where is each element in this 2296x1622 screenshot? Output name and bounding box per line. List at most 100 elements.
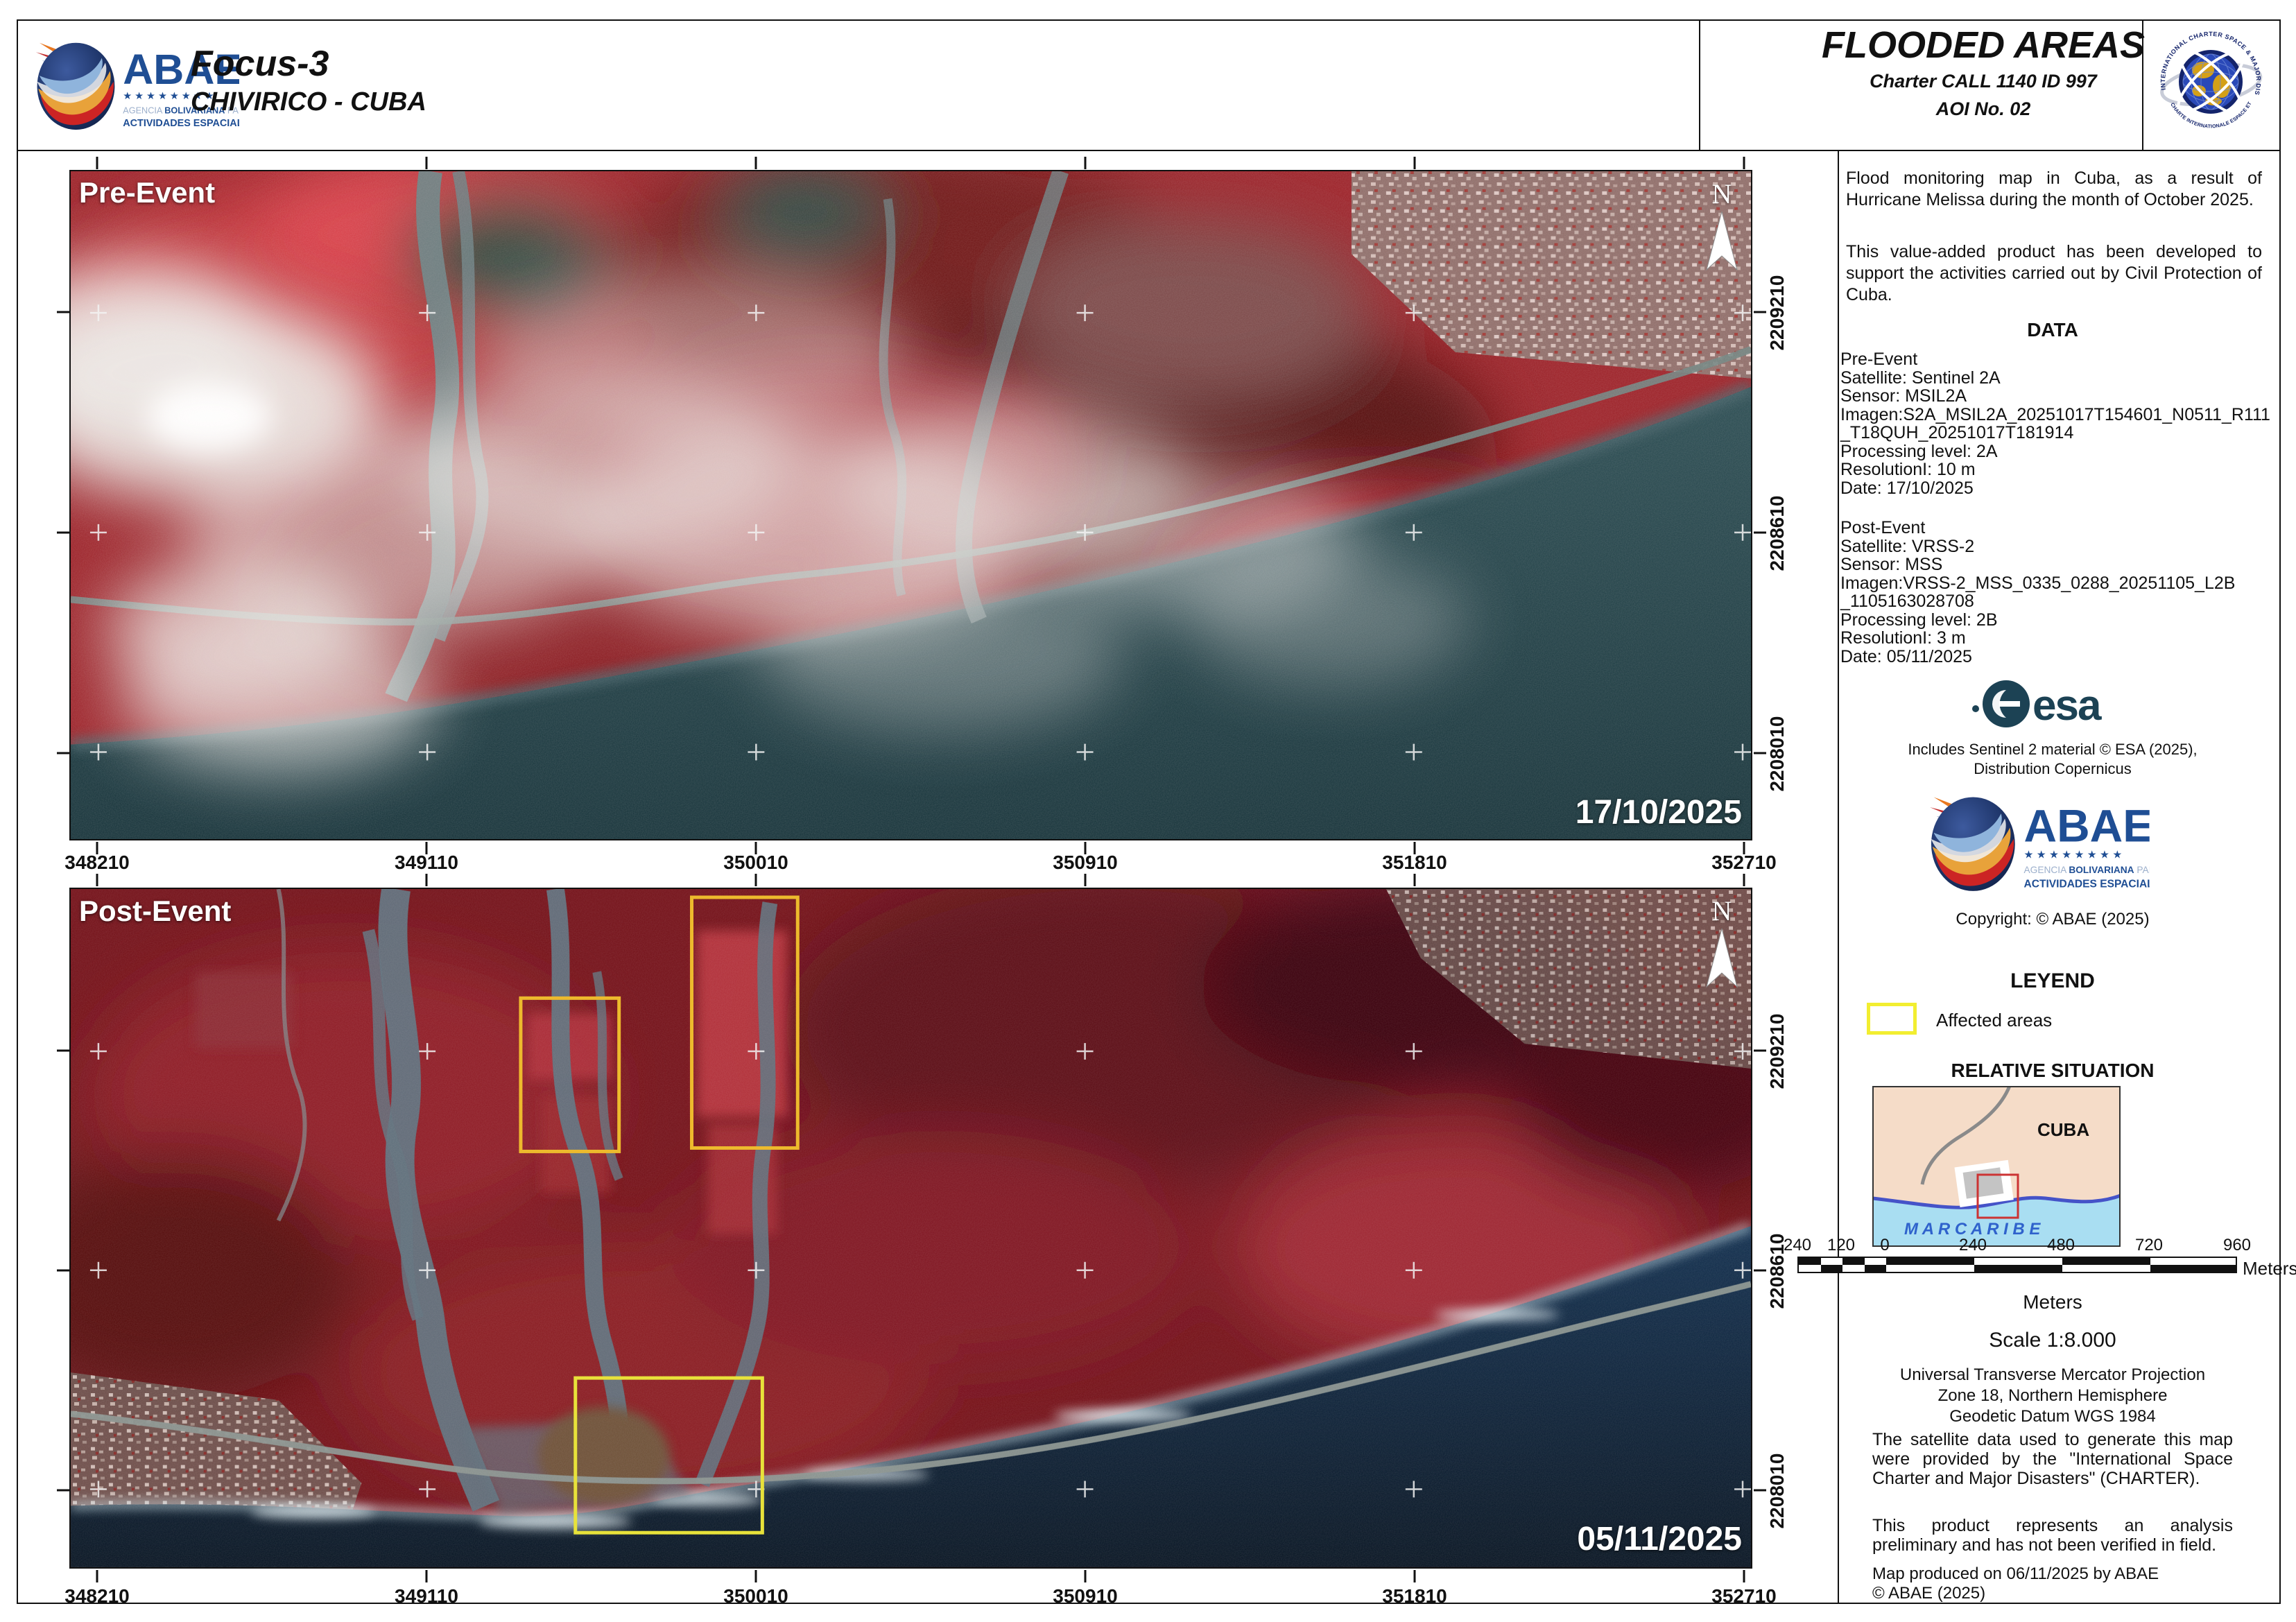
y-label: 2208610 (1766, 495, 1788, 571)
y-label: 2208010 (1766, 716, 1788, 792)
x-label: 351810 (1382, 852, 1447, 873)
relative-situation-inset-map: CUBA M A R C A R I B E (1872, 1086, 2121, 1247)
abae-copyright: Copyright: © ABAE (2025) (1956, 910, 2150, 929)
x-label: 349110 (395, 852, 458, 873)
intro-paragraph-2: This value-added product has been develo… (1846, 242, 2262, 304)
y-label: 2209210 (1766, 275, 1788, 351)
product-title: Focus-3 (191, 44, 329, 84)
aoi-number: AOI No. 02 (1935, 98, 2031, 119)
x-label: 350010 (723, 852, 788, 873)
scalebar (1797, 1257, 2237, 1273)
post-event-satellite-image (71, 889, 1751, 1567)
x-label: 348210 (64, 852, 130, 873)
north-arrow-post: N (1698, 895, 1746, 992)
data-line: ResolutionI: 10 m (1840, 460, 1976, 479)
charter-logo: INTERNATIONAL CHARTER SPACE & MAJOR DISA… (2159, 31, 2263, 130)
inset-country-label: CUBA (2037, 1119, 2089, 1140)
produced-line2: © ABAE (2025) (1872, 1584, 1986, 1603)
scalebar-label: 240 (1958, 1236, 1987, 1254)
post-event-data-block: Post-Event Satellite: VRSS-2 Sensor: MSS… (1840, 519, 2235, 666)
sidebar-divider (1838, 150, 1839, 1603)
pre-event-satellite-image (71, 171, 1751, 839)
x-label: 350910 (1053, 852, 1118, 873)
esa-wordmark: esa (2032, 682, 2102, 730)
data-line: Sensor: MSIL2A (1840, 386, 1967, 406)
relative-situation-title: RELATIVE SITUATION (1951, 1060, 2155, 1081)
page-border (17, 19, 2281, 1604)
north-arrow-icon (1706, 927, 1738, 988)
pre-event-date: 17/10/2025 (1575, 794, 1742, 831)
projection-line1: Universal Transverse Mercator Projection (1899, 1365, 2206, 1384)
post-event-date: 05/11/2025 (1577, 1521, 1742, 1558)
inset-aoi-footprint (1954, 1159, 2014, 1207)
scalebar-unit: Meters (2243, 1258, 2296, 1279)
post-event-label: Post-Event (79, 895, 232, 927)
north-letter: N (1711, 178, 1732, 209)
scalebar-label: 240 (1783, 1236, 1812, 1254)
x-label: 349110 (395, 1585, 458, 1607)
data-line: Imagen:S2A_MSIL2A_20251017T154601_N0511_… (1840, 404, 2270, 424)
y-label: 2208610 (1766, 1233, 1788, 1309)
header-separator (17, 150, 2279, 151)
data-line: Post-Event (1840, 518, 1926, 537)
x-label: 350910 (1053, 1585, 1118, 1607)
data-line: _T18QUH_20251017T181914 (1840, 423, 2074, 442)
x-label: 352710 (1711, 852, 1777, 873)
pre-event-map-frame (69, 170, 1752, 840)
scalebar-label: 720 (2134, 1236, 2164, 1254)
page-title: FLOODED AREAS (1821, 24, 2145, 66)
scalebar-label: 120 (1827, 1236, 1856, 1254)
x-label: 351810 (1382, 1585, 1447, 1607)
scale-text: Scale 1:8.000 (1989, 1329, 2116, 1352)
data-line: Date: 05/11/2025 (1840, 646, 1972, 666)
data-line: Processing level: 2B (1840, 610, 1998, 630)
x-label: 348210 (64, 1585, 130, 1607)
charter-note: The satellite data used to generate this… (1872, 1430, 2233, 1488)
header-divider-left (1699, 19, 1700, 151)
product-location: CHIVIRICO - CUBA (191, 87, 426, 117)
north-arrow-pre: N (1698, 178, 1746, 275)
abae-logo-sidebar (1921, 778, 2150, 905)
inset-land (1872, 1086, 2121, 1208)
esa-credit-line1: Includes Sentinel 2 material © ESA (2025… (1908, 741, 2198, 758)
charter-call: Charter CALL 1140 ID 997 (1870, 71, 2097, 92)
produced-line1: Map produced on 06/11/2025 by ABAE (1872, 1564, 2159, 1583)
inset-extent-box (1976, 1173, 2019, 1219)
data-line: Satellite: Sentinel 2A (1840, 368, 2001, 388)
header-divider-right (2142, 19, 2143, 151)
esa-logo: esa (1972, 680, 2103, 730)
esa-credit-line2: Distribution Copernicus (1974, 760, 2132, 777)
data-section-title: DATA (2027, 319, 2078, 340)
projection-line2: Zone 18, Northern Hemisphere (1937, 1386, 2168, 1405)
disclaimer: This product represents an analysis prel… (1872, 1516, 2233, 1555)
data-line: Date: 17/10/2025 (1840, 478, 1974, 498)
scalebar-label: 480 (2046, 1236, 2075, 1254)
projection-line3: Geodetic Datum WGS 1984 (1949, 1407, 2156, 1426)
post-event-map-frame (69, 888, 1752, 1569)
data-line: ResolutionI: 3 m (1840, 628, 1966, 648)
scalebar-label: 0 (1880, 1236, 1890, 1254)
legend-swatch-affected-areas (1867, 1003, 1917, 1035)
x-label: 350010 (723, 1585, 788, 1607)
data-line: Satellite: VRSS-2 (1840, 536, 1975, 556)
scalebar-label: 960 (2222, 1236, 2252, 1254)
pre-event-label: Pre-Event (79, 176, 216, 209)
inset-coastline (1872, 1193, 2121, 1209)
scalebar-unit-below: Meters (2023, 1291, 2082, 1313)
data-line: Sensor: MSS (1840, 555, 1943, 574)
y-label: 2209210 (1766, 1013, 1788, 1089)
inset-road (1920, 1086, 2012, 1185)
inset-sea-label: M A R C A R I B E (1904, 1220, 2041, 1239)
x-label: 352710 (1711, 1585, 1777, 1607)
y-label: 2208010 (1766, 1453, 1788, 1529)
data-line: _1105163028708 (1840, 592, 1974, 611)
north-arrow-icon (1706, 210, 1738, 271)
data-line: Pre-Event (1840, 350, 1918, 369)
north-letter: N (1711, 895, 1732, 926)
data-line: Processing level: 2A (1840, 441, 1998, 461)
intro-paragraph-1: Flood monitoring map in Cuba, as a resul… (1846, 169, 2262, 209)
data-line: Imagen:VRSS-2_MSS_0335_0288_20251105_L2B (1840, 573, 2236, 593)
legend-item-label: Affected areas (1936, 1010, 2053, 1030)
pre-event-data-block: Pre-Event Satellite: Sentinel 2A Sensor:… (1840, 350, 2270, 497)
legend-title: LEYEND (2010, 969, 2095, 992)
